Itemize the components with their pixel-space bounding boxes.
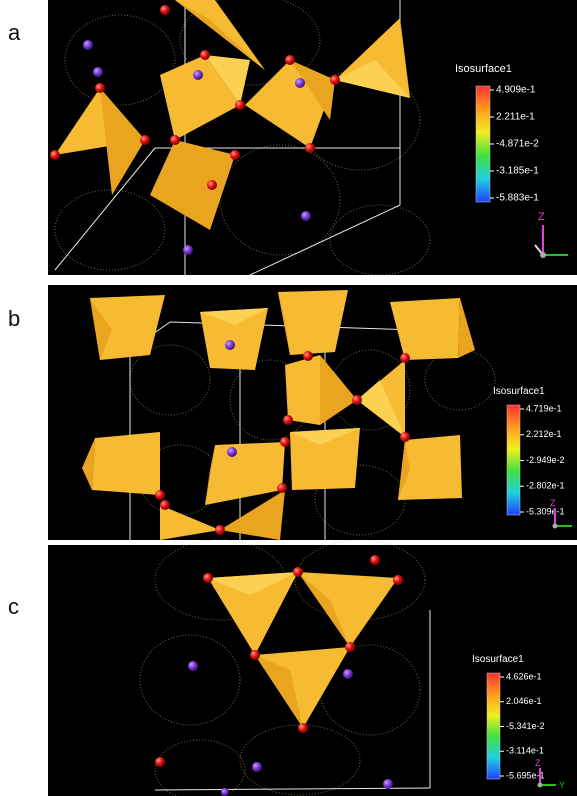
legend-tick-label: -2.949e-2 [526,455,565,465]
figure: a Isosurface1 4.909e-1 2.211e-1 -4.871e-2 -… [0,0,577,796]
axis-label: Z [550,498,556,508]
panel-label: c [8,594,19,619]
legend-tick-label: -4.871e-2 [496,139,539,150]
axis-label: Z [535,758,541,768]
legend-tick-label: 2.046e-1 [506,696,542,706]
legend-tick-label: 4.719e-1 [526,403,562,413]
axis-label: Y [559,780,565,790]
panel-label: b [8,306,20,331]
panel-a: a Isosurface1 4.909e-1 2.211e-1 -4.871e-2 -… [8,0,577,275]
color-bar [507,405,520,515]
legend-tick-label: -3.114e-1 [506,746,544,756]
panel-c: c Isosurface1 4.626e-1 2.046e-1 -5.341e-2 -… [8,540,577,796]
legend-tick-label: 2.212e-1 [526,429,562,439]
color-bar [476,86,490,202]
legend-tick-label: -5.309e-1 [526,506,565,516]
color-bar [487,673,500,779]
legend-title: Isosurface1 [455,63,512,75]
panel-label: a [8,20,21,45]
legend-title: Isosurface1 [472,654,524,665]
axis-label: Z [538,211,545,223]
legend-title: Isosurface1 [493,386,545,397]
legend-tick-label: 4.909e-1 [496,85,536,96]
legend-tick-label: -5.883e-1 [496,193,539,204]
legend-tick-label: -5.695e-1 [506,770,545,780]
panel-b: b Isosurface1 4.719e-1 2.212e-1 -2.949e-2 -… [8,285,577,540]
legend-tick-label: 2.211e-1 [496,112,535,123]
legend-tick-label: -5.341e-2 [506,721,545,731]
legend-tick-label: -3.185e-1 [496,166,539,177]
legend-tick-label: 4.626e-1 [506,671,542,681]
legend-tick-label: -2.802e-1 [526,481,565,491]
